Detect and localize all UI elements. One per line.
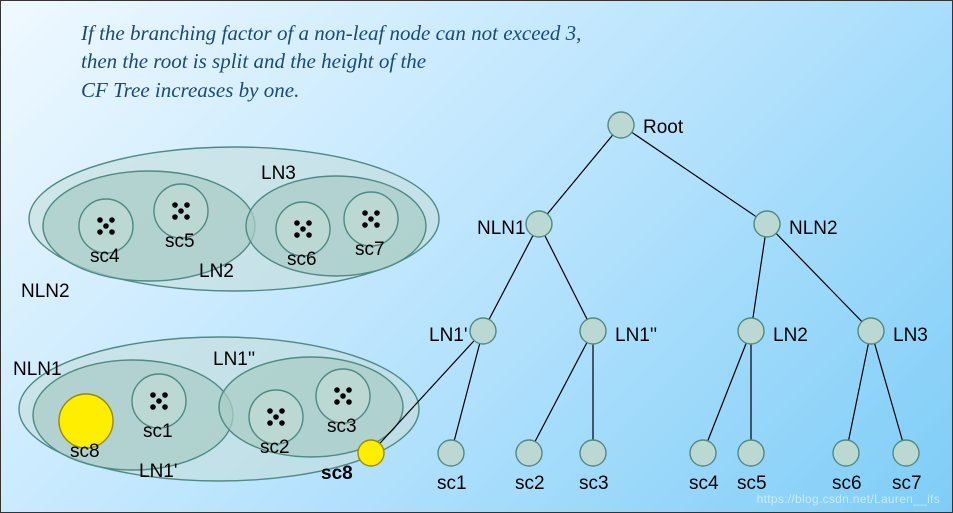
tree-node-label: sc4 [689, 473, 719, 495]
tree-node-label: LN1' [429, 325, 467, 347]
tree-node-label: sc1 [437, 473, 467, 495]
cluster-label: sc2 [260, 437, 290, 459]
cluster-label: sc1 [143, 421, 173, 443]
cluster-label: sc3 [327, 416, 357, 438]
tree-node-label: LN3 [893, 325, 928, 347]
tree-node-label: LN1'' [615, 325, 657, 347]
cluster-label: sc8 [70, 441, 100, 463]
tree-node-label: NLN2 [789, 218, 838, 240]
cluster-subgroup-label: LN2 [199, 261, 234, 283]
cluster-label: sc6 [287, 249, 317, 271]
cluster-group-label: NLN2 [21, 281, 70, 303]
cluster-label: sc5 [165, 231, 195, 253]
cluster-subgroup-label: LN1'' [213, 349, 255, 371]
tree-node-label: sc8 [321, 463, 353, 485]
tree-node-label: NLN1 [477, 218, 526, 240]
watermark: https://blog.csdn.net/Lauren__ifs [757, 492, 940, 506]
tree-node-label: sc3 [579, 473, 609, 495]
cluster-subgroup-label: LN1' [139, 461, 177, 483]
cluster-subgroup-label: LN3 [261, 163, 296, 185]
cluster-group-label: NLN1 [13, 359, 62, 381]
tree-node-label: sc2 [515, 473, 545, 495]
tree-node-label: LN2 [773, 325, 808, 347]
tree-node-label: Root [643, 117, 683, 139]
cluster-label: sc4 [90, 246, 120, 268]
cluster-label: sc7 [355, 239, 385, 261]
